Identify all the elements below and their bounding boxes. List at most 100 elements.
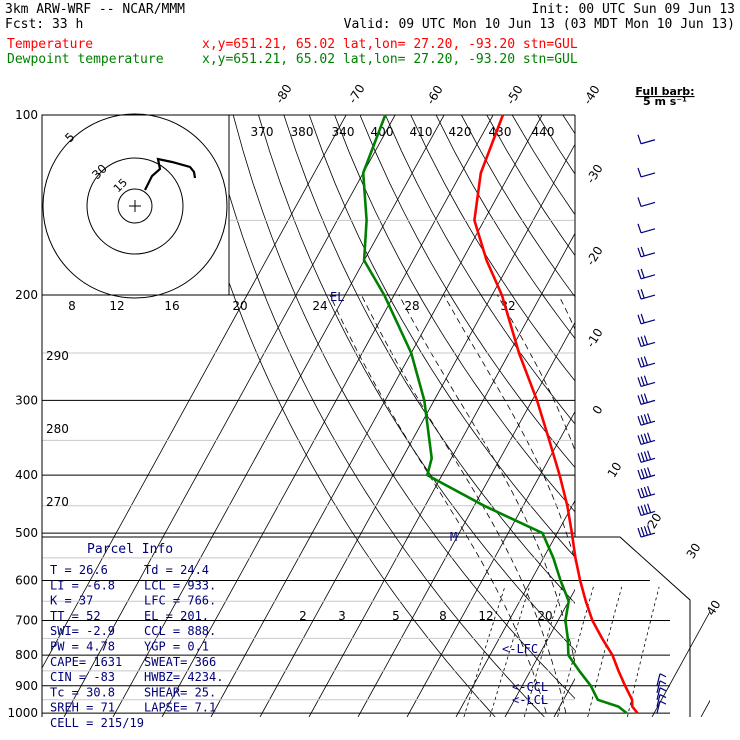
wind-barb	[637, 134, 656, 145]
theta-label: 410	[410, 125, 433, 139]
mixing-ratio-label: 2	[299, 609, 307, 623]
isotherm-line	[603, 115, 740, 717]
level-markers: EL M <-LFC <-CCL<-LCL	[330, 290, 548, 707]
theta-label: 290	[46, 349, 69, 363]
temperature-line	[473, 114, 639, 714]
hodograph: 5 30 15	[41, 113, 230, 299]
isotherm-line	[700, 537, 710, 717]
dry-adiabat-line	[232, 115, 575, 700]
isotherm-line	[651, 537, 710, 717]
mixing-ratio-label: 8	[68, 299, 76, 313]
wind-barb	[637, 450, 656, 463]
wind-barb	[637, 503, 656, 516]
parcel-row-right: SHEAR= 25.	[144, 685, 216, 699]
level-marker-m: M	[450, 530, 457, 544]
barb-legend-units: 5 m s⁻¹	[643, 95, 687, 108]
mixing-ratio-label: 3	[338, 609, 346, 623]
isotherm-line	[112, 115, 445, 717]
wind-barb	[637, 486, 656, 499]
isotherm-label: 10	[605, 460, 625, 480]
parcel-row-right: CCL = 888.	[144, 624, 216, 638]
dry-adiabat-line	[385, 115, 575, 425]
wind-barb	[637, 356, 656, 368]
isotherm-line	[161, 115, 494, 717]
isotherm-label: 30	[684, 541, 704, 561]
dry-adiabat-line	[537, 115, 575, 175]
isotherm-label: -20	[583, 244, 605, 268]
mixing-ratio-label: 24	[312, 299, 327, 313]
level-marker-lcl: <-LCL	[512, 693, 548, 707]
theta-label: 280	[46, 422, 69, 436]
isotherm-label: 0	[590, 403, 606, 417]
dry-adiabat-line	[182, 115, 496, 717]
level-marker-lfc: <-LFC	[502, 642, 538, 656]
profiles	[361, 114, 639, 715]
pressure-tick-label: 200	[15, 288, 38, 302]
isotherm-line	[63, 115, 396, 717]
wind-barb	[637, 393, 656, 405]
wind-barb	[637, 375, 656, 388]
mixing-ratio-line	[523, 586, 563, 717]
parcel-row-left: SREH = 71	[50, 701, 115, 715]
theta-label: 370	[251, 125, 274, 139]
isotherm-label: -40	[580, 83, 602, 107]
dry-adiabat-line	[283, 115, 575, 604]
mixing-ratio-line	[557, 586, 594, 717]
isotherm-line	[357, 321, 575, 717]
pressure-tick-label: 700	[15, 613, 38, 627]
parcel-row-right: SWEAT= 366	[144, 655, 216, 669]
parcel-row-left: K = 37	[50, 594, 93, 608]
wind-barb	[637, 197, 656, 207]
isotherm-label: -30	[583, 162, 605, 186]
theta-label: 270	[46, 495, 69, 509]
mixing-ratio-label: 5	[392, 609, 400, 623]
wind-barb	[637, 313, 656, 325]
moist-adiabat-line	[497, 294, 575, 452]
mixing-ratio-label: 8	[439, 609, 447, 623]
pressure-tick-label: 600	[15, 573, 38, 587]
isotherm-line	[308, 232, 575, 717]
hodograph-ring-1	[117, 188, 153, 224]
dry-adiabat-line	[588, 115, 740, 717]
wind-barb	[637, 246, 656, 258]
isotherm-label: 20	[645, 511, 665, 531]
mixing-ratio-label: 28	[404, 299, 419, 313]
isotherm-line	[42, 115, 347, 669]
dry-adiabat-line	[614, 115, 740, 717]
dry-adiabat-line	[562, 115, 575, 135]
isotherm-label: -70	[345, 82, 367, 106]
pressure-tick-label: 1000	[7, 706, 38, 720]
parcel-row-right: YGP = 0.1	[144, 640, 209, 654]
isotherm-label: -80	[272, 82, 294, 106]
pressure-tick-label: 800	[15, 648, 38, 662]
dewpoint-legend-label: Dewpoint temperature	[7, 52, 164, 67]
parcel-row-right: EL = 201.	[144, 609, 209, 623]
wind-barb	[637, 413, 656, 426]
isotherm-line	[406, 410, 575, 717]
mixing-ratio-label: 12	[478, 609, 493, 623]
wind-barbs	[637, 134, 667, 714]
hodograph-ring-3	[42, 113, 228, 299]
background-lines	[42, 114, 740, 717]
parcel-info-box: Parcel Info T = 26.6 Td = 24.4 LI = -6.8 LC…	[50, 542, 223, 730]
wind-barb	[637, 268, 656, 280]
isotherm-label: -60	[423, 83, 445, 107]
parcel-row-right: LCL = 933.	[144, 578, 216, 592]
parcel-row-left: TT = 52	[50, 609, 101, 623]
isotherm-label: -10	[583, 326, 605, 350]
parcel-row-right: Td = 24.4	[144, 563, 209, 577]
pressure-tick-label: 100	[15, 108, 38, 122]
model-title: 3km ARW-WRF -- NCAR/MMM	[5, 2, 185, 17]
wind-barb	[637, 288, 656, 300]
forecast-hour: Fcst: 33 h	[5, 17, 83, 32]
parcel-row-left: CAPE= 1631	[50, 655, 122, 669]
wind-barb	[656, 700, 667, 714]
level-marker-el: EL	[330, 290, 344, 304]
dewpoint-line	[361, 114, 628, 715]
isotherm-line	[455, 499, 575, 717]
theta-label: 340	[332, 125, 355, 139]
parcel-row-right: LFC = 766.	[144, 594, 216, 608]
mixing-ratio-label: 16	[164, 299, 179, 313]
